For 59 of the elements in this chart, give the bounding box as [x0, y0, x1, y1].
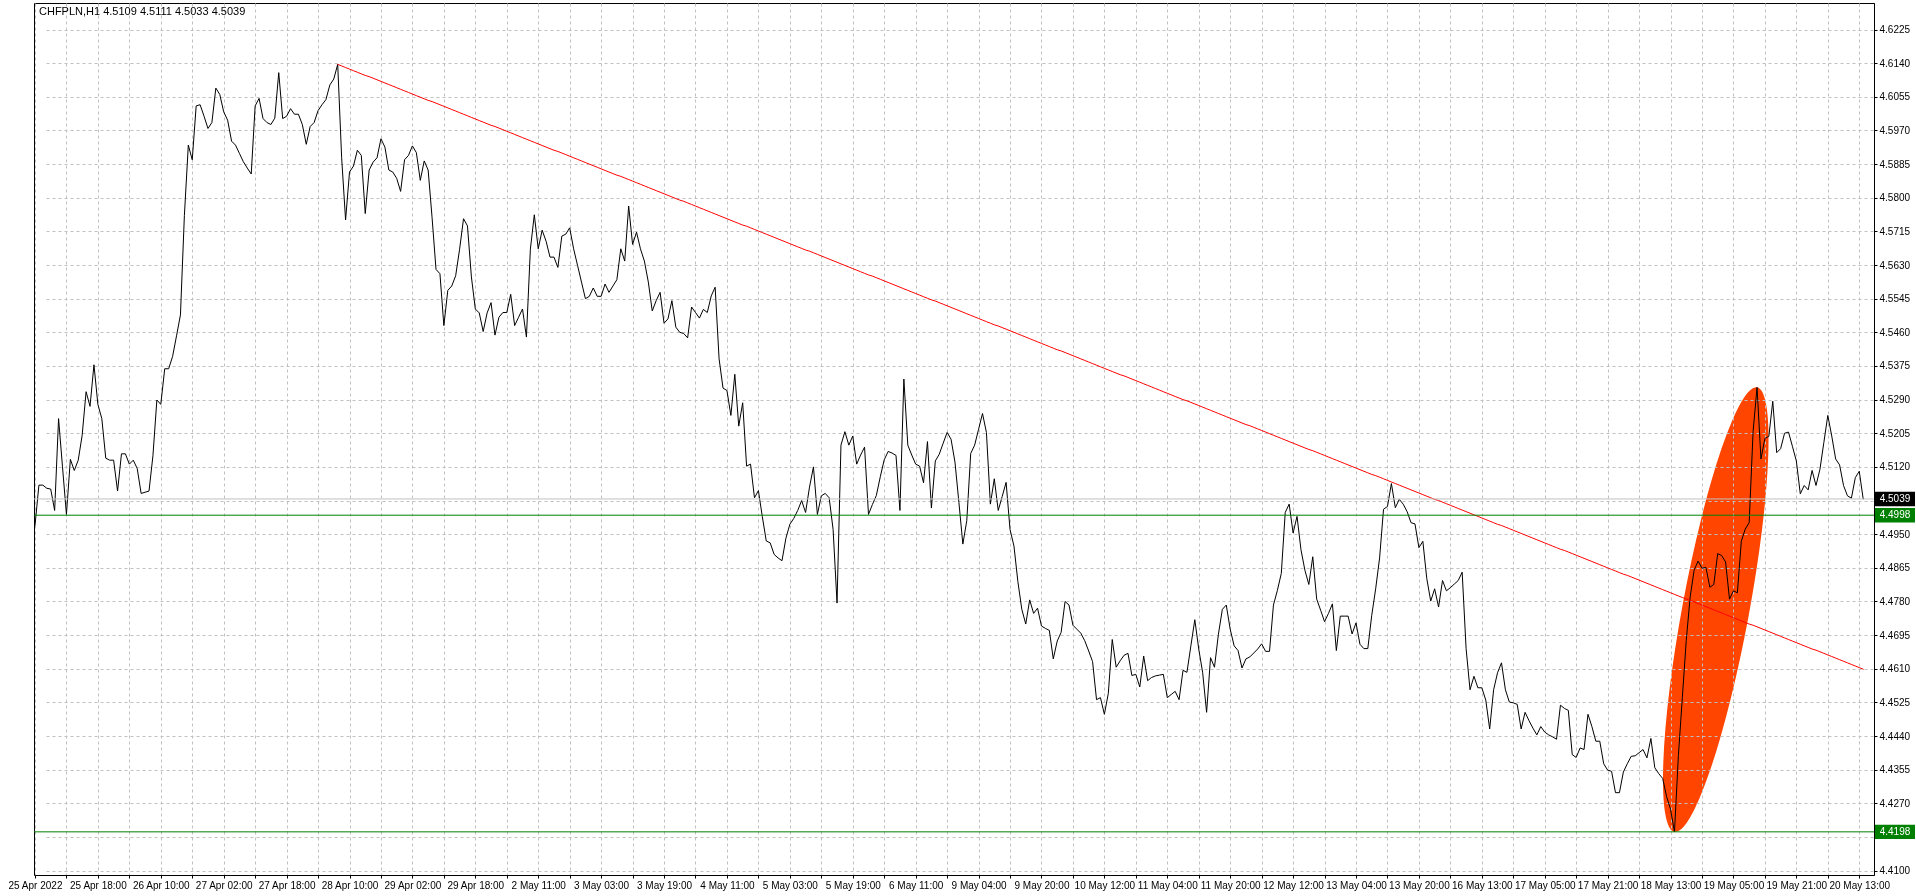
y-tick-label: 4.4270 — [1879, 797, 1911, 809]
x-tick-label: 3 May 03:00 — [574, 879, 630, 891]
y-tick-label: 4.4865 — [1879, 562, 1911, 574]
y-tick-label: 4.5715 — [1879, 225, 1911, 237]
y-tick-label: 4.6225 — [1879, 24, 1911, 36]
x-tick-label: 25 Apr 18:00 — [70, 879, 128, 891]
y-tick-label: 4.5800 — [1879, 192, 1911, 204]
y-tick-label: 4.4100 — [1879, 865, 1911, 877]
y-tick-label: 4.6140 — [1879, 57, 1911, 69]
x-tick-label: 11 May 04:00 — [1137, 879, 1199, 891]
y-tick-label: 4.5290 — [1879, 394, 1911, 406]
ref-line-label: 4.4198 — [1879, 825, 1911, 837]
y-tick-label: 4.6055 — [1879, 91, 1911, 103]
x-tick-label: 12 May 12:00 — [1263, 879, 1325, 891]
y-tick-label: 4.5205 — [1879, 427, 1911, 439]
y-tick-label: 4.4950 — [1879, 528, 1911, 540]
x-tick-label: 29 Apr 18:00 — [447, 879, 505, 891]
x-tick-label: 16 May 13:00 — [1452, 879, 1514, 891]
x-tick-label: 27 Apr 18:00 — [258, 879, 316, 891]
y-tick-label: 4.5120 — [1879, 461, 1911, 473]
x-tick-label: 4 May 11:00 — [700, 879, 756, 891]
x-tick-label: 29 Apr 02:00 — [384, 879, 442, 891]
x-tick-label: 11 May 20:00 — [1200, 879, 1262, 891]
x-tick-label: 6 May 11:00 — [889, 879, 944, 891]
y-tick-label: 4.5460 — [1879, 326, 1911, 338]
y-tick-label: 4.4355 — [1879, 764, 1911, 776]
ref-line-label: 4.4998 — [1879, 509, 1911, 521]
y-tick-label: 4.5885 — [1879, 158, 1911, 170]
x-tick-label: 17 May 05:00 — [1514, 879, 1576, 891]
y-tick-label: 4.4610 — [1879, 663, 1911, 675]
x-tick-label: 19 May 05:00 — [1703, 879, 1765, 891]
x-tick-label: 2 May 11:00 — [511, 879, 567, 891]
x-tick-label: 5 May 03:00 — [762, 879, 819, 891]
x-tick-label: 28 Apr 10:00 — [321, 879, 379, 891]
x-tick-label: 26 Apr 10:00 — [132, 879, 191, 891]
y-tick-label: 4.5375 — [1879, 360, 1911, 372]
x-tick-label: 27 Apr 02:00 — [195, 879, 253, 891]
y-tick-label: 4.5545 — [1879, 293, 1911, 305]
x-tick-label: 9 May 04:00 — [951, 879, 1008, 891]
chart-title: CHFPLN,H1 4.5109 4.5111 4.5033 4.5039 — [39, 5, 246, 17]
x-tick-label: 13 May 04:00 — [1326, 879, 1388, 891]
x-tick-label: 13 May 20:00 — [1389, 879, 1451, 891]
x-tick-label: 17 May 21:00 — [1577, 879, 1639, 891]
line-series — [337, 63, 1864, 670]
y-tick-label: 4.4780 — [1879, 595, 1911, 607]
y-tick-label: 4.5630 — [1879, 259, 1911, 271]
y-tick-label: 4.4440 — [1879, 730, 1911, 742]
x-tick-label: 3 May 19:00 — [637, 879, 693, 891]
x-tick-label: 18 May 13:00 — [1640, 879, 1702, 891]
y-tick-label: 4.4525 — [1879, 696, 1911, 708]
ref-line-label: 4.5039 — [1879, 492, 1911, 504]
x-tick-label: 9 May 20:00 — [1014, 879, 1070, 891]
x-tick-label: 25 Apr 2022 — [8, 879, 63, 891]
y-tick-label: 4.5970 — [1879, 124, 1911, 136]
x-tick-label: 20 May 13:00 — [1829, 879, 1891, 891]
x-tick-label: 5 May 19:00 — [825, 879, 882, 891]
y-tick-label: 4.4695 — [1879, 629, 1911, 641]
x-tick-label: 19 May 21:00 — [1766, 879, 1828, 891]
x-tick-label: 10 May 12:00 — [1074, 879, 1136, 891]
